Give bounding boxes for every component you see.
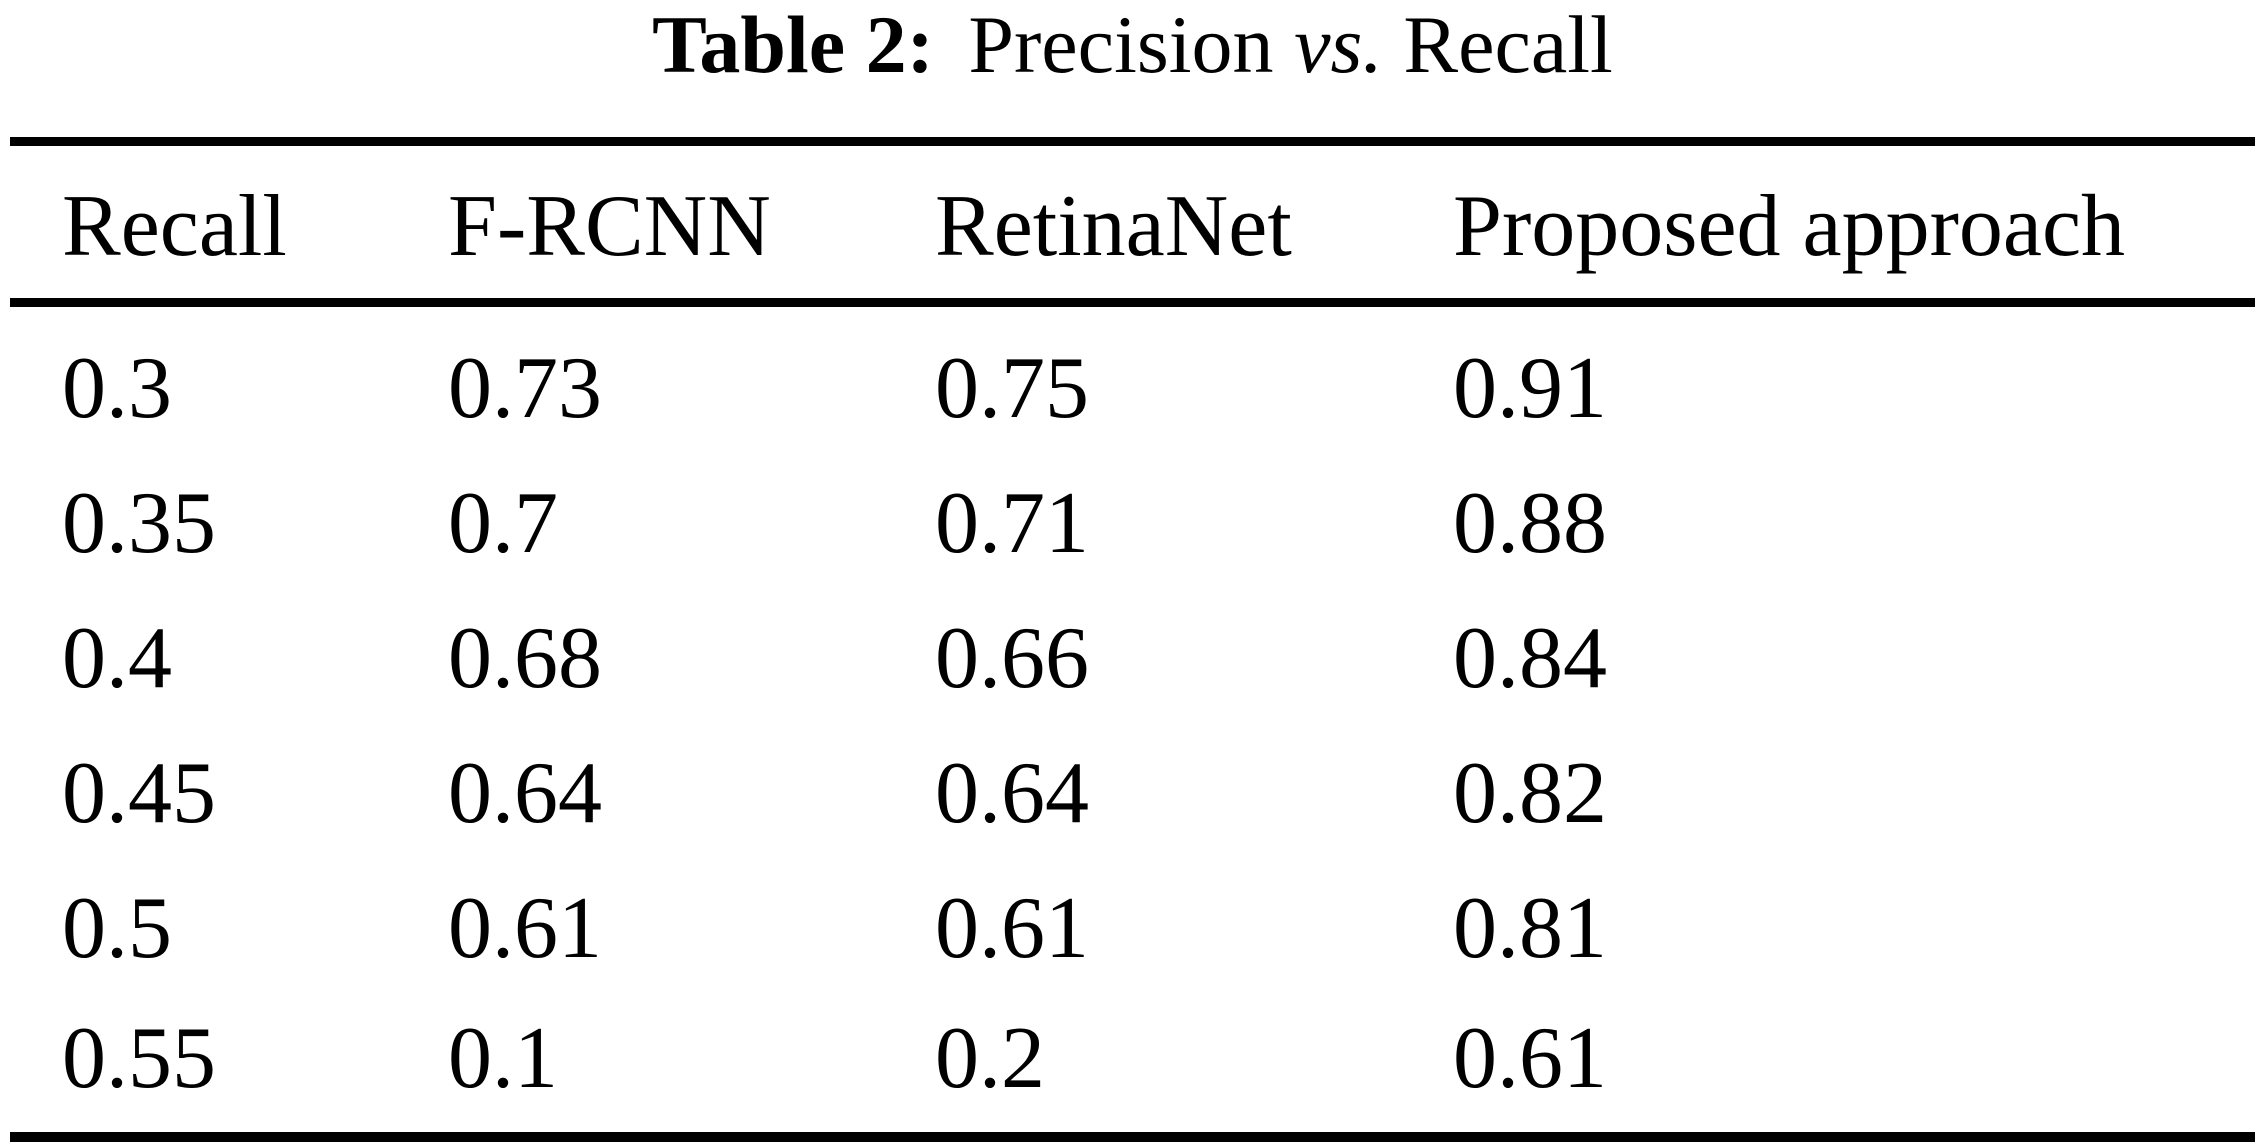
table-row: 0.55 0.1 0.2 0.61 [0,1015,2265,1148]
cell-retinanet: 0.75 [935,340,1089,437]
table-top-rule [10,137,2255,146]
caption-vs: vs. [1294,0,1383,90]
cell-proposed: 0.61 [1453,1010,1607,1107]
cell-recall: 0.35 [62,475,216,572]
cell-proposed: 0.88 [1453,475,1607,572]
cell-frcnn: 0.73 [448,340,602,437]
cell-recall: 0.5 [62,880,172,977]
table-row: 0.35 0.7 0.71 0.88 [0,480,2265,615]
cell-frcnn: 0.7 [448,475,558,572]
caption-precision: Precision [968,0,1274,90]
cell-recall: 0.4 [62,610,172,707]
table-header-rule [10,298,2255,307]
cell-retinanet: 0.61 [935,880,1089,977]
caption-recall: Recall [1403,0,1613,90]
cell-proposed: 0.81 [1453,880,1607,977]
cell-recall: 0.3 [62,340,172,437]
cell-recall: 0.45 [62,745,216,842]
table-row: 0.4 0.68 0.66 0.84 [0,615,2265,750]
cell-proposed: 0.82 [1453,745,1607,842]
cell-recall: 0.55 [62,1010,216,1107]
table-row: 0.5 0.61 0.61 0.81 [0,885,2265,1020]
caption-label: Table 2: [652,0,934,90]
cell-frcnn: 0.68 [448,610,602,707]
column-header-recall: Recall [62,178,287,275]
column-header-retinanet: RetinaNet [935,178,1292,275]
cell-retinanet: 0.66 [935,610,1089,707]
table-row: 0.45 0.64 0.64 0.82 [0,750,2265,885]
table-row: 0.3 0.73 0.75 0.91 [0,345,2265,480]
cell-retinanet: 0.71 [935,475,1089,572]
table-caption: Table 2: Precision vs. Recall [0,0,2265,90]
cell-frcnn: 0.64 [448,745,602,842]
table-header-row: Recall F-RCNN RetinaNet Proposed approac… [0,183,2265,318]
column-header-frcnn: F-RCNN [448,178,771,275]
cell-retinanet: 0.64 [935,745,1089,842]
cell-proposed: 0.84 [1453,610,1607,707]
table-bottom-rule [10,1132,2255,1142]
cell-retinanet: 0.2 [935,1010,1045,1107]
column-header-proposed-approach: Proposed approach [1453,178,2126,275]
cell-proposed: 0.91 [1453,340,1607,437]
cell-frcnn: 0.1 [448,1010,558,1107]
cell-frcnn: 0.61 [448,880,602,977]
